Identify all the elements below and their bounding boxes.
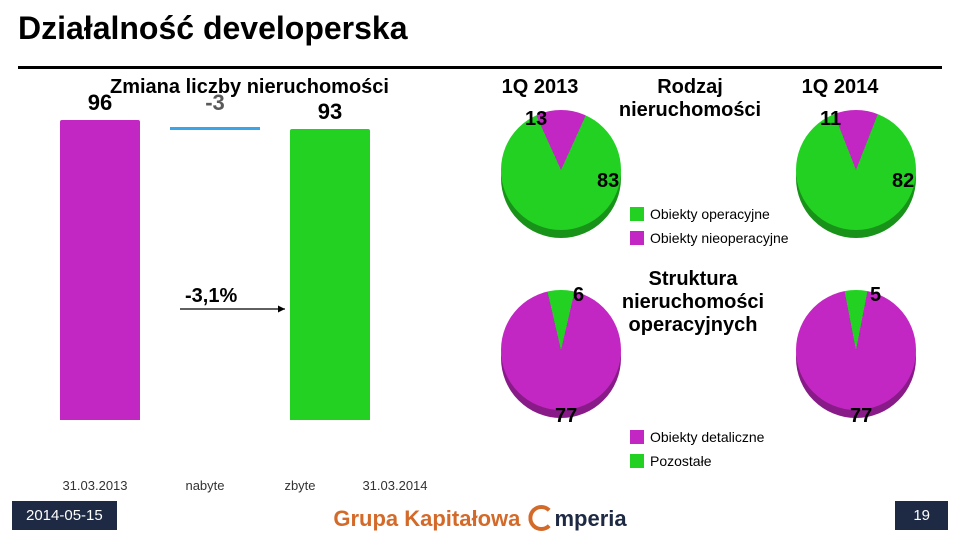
- pie-bl-slice-label: 6: [573, 284, 584, 307]
- bar-1-label: 96: [60, 90, 140, 116]
- x-label-1: nabyte: [160, 478, 250, 493]
- legend-1: Obiekty operacyjne Obiekty nieoperacyjne: [630, 205, 789, 247]
- bar-chart: 96 -3 93 -3,1% 31.03.2013 nabyte zbyte 3…: [30, 120, 470, 450]
- footer-page-number: 19: [895, 501, 948, 530]
- footer-logo: Grupa Kapitałowa mperia: [333, 500, 626, 532]
- bar-area: 96 -3 93 -3,1%: [30, 120, 470, 420]
- pie-tr-main-label: 82: [892, 170, 914, 193]
- pie-tl-slice-label: 13: [525, 108, 547, 131]
- legend-1-item-0: Obiekty operacyjne: [630, 205, 789, 223]
- heading-bottom: Struktura nieruchomości operacyjnych: [608, 268, 778, 337]
- pie-br-main-label: 77: [850, 405, 872, 428]
- col-heading-left: 1Q 2013: [490, 76, 590, 99]
- legend-1-item-1: Obiekty nieoperacyjne: [630, 229, 789, 247]
- heading-top: Rodzaj nieruchomości: [610, 76, 770, 122]
- footer-date: 2014-05-15: [12, 501, 117, 530]
- pie-tl-main-label: 83: [597, 170, 619, 193]
- x-label-2: zbyte: [255, 478, 345, 493]
- neg-underline: [170, 127, 260, 130]
- bar-1: [60, 120, 140, 420]
- legend-2-item-0: Obiekty detaliczne: [630, 428, 764, 446]
- logo-part-2: mperia: [555, 506, 627, 531]
- page-title: Działalność developerska: [18, 10, 942, 47]
- x-label-3: 31.03.2014: [350, 478, 440, 493]
- emperia-swirl-icon: [529, 505, 555, 531]
- pie-bl-main-label: 77: [555, 405, 577, 428]
- col-heading-right: 1Q 2014: [790, 76, 890, 99]
- x-label-0: 31.03.2013: [50, 478, 140, 493]
- slide-root: Działalność developerska Zmiana liczby n…: [0, 0, 960, 540]
- pie-br-slice-label: 5: [870, 284, 881, 307]
- legend-2-item-1: Pozostałe: [630, 452, 764, 470]
- pie-tr-slice-label: 11: [820, 108, 841, 131]
- legend-2: Obiekty detaliczne Pozostałe: [630, 428, 764, 470]
- neg-label: -3: [175, 90, 255, 116]
- arrow-icon: [180, 299, 400, 419]
- logo-part-1: Grupa Kapitałowa: [333, 506, 526, 531]
- title-row: Działalność developerska: [18, 10, 942, 47]
- bar-2-label: 93: [290, 99, 370, 125]
- pct-label: -3,1%: [185, 285, 237, 308]
- title-underline: [18, 66, 942, 69]
